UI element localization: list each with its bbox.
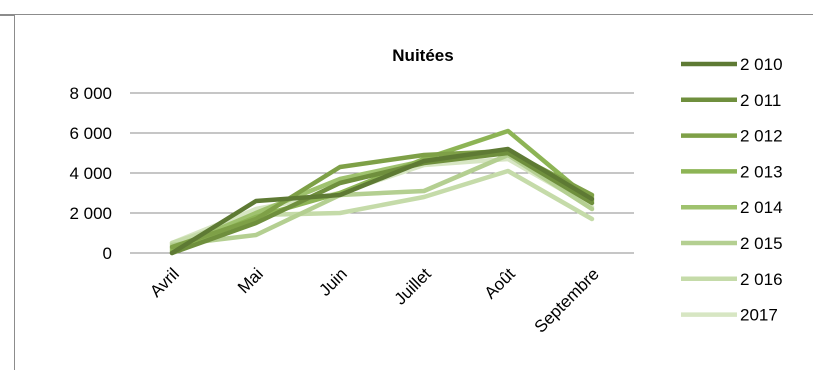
y-tick-label: 0	[103, 244, 112, 263]
x-tick-label: Juillet	[391, 264, 435, 308]
y-tick-label: 6 000	[69, 124, 112, 143]
y-tick-label: 4 000	[69, 164, 112, 183]
series-line	[169, 152, 595, 248]
series-line	[169, 150, 595, 256]
x-tick-label: Septembre	[531, 264, 603, 336]
chart-title: Nuitées	[392, 46, 453, 65]
series-line	[169, 146, 595, 256]
legend-label: 2 012	[740, 127, 783, 146]
legend-label: 2 014	[740, 198, 783, 217]
x-tick-label: Juin	[315, 264, 350, 299]
legend-label: 2 010	[740, 55, 783, 74]
legend-label: 2 015	[740, 234, 783, 253]
x-tick-label: Avril	[146, 264, 183, 301]
frame-corner-tick	[0, 14, 14, 16]
series-lines	[169, 128, 595, 256]
legend: 2 010 2 011 2 012 2 013 2 014 2 015 2 016 2017	[681, 55, 783, 325]
legend-label: 2 016	[740, 270, 783, 289]
legend-label: 2 013	[740, 162, 783, 181]
legend-label: 2 011	[740, 91, 781, 110]
x-axis-ticks: Avril Mai Juin Juillet Août Septembre	[146, 264, 603, 336]
y-axis-ticks: 0 2 000 4 000 6 000 8 000	[69, 84, 112, 263]
y-tick-label: 8 000	[69, 84, 112, 103]
y-tick-label: 2 000	[69, 204, 112, 223]
x-tick-label: Août	[481, 264, 519, 302]
legend-label: 2017	[740, 306, 778, 325]
x-tick-label: Mai	[234, 264, 267, 297]
